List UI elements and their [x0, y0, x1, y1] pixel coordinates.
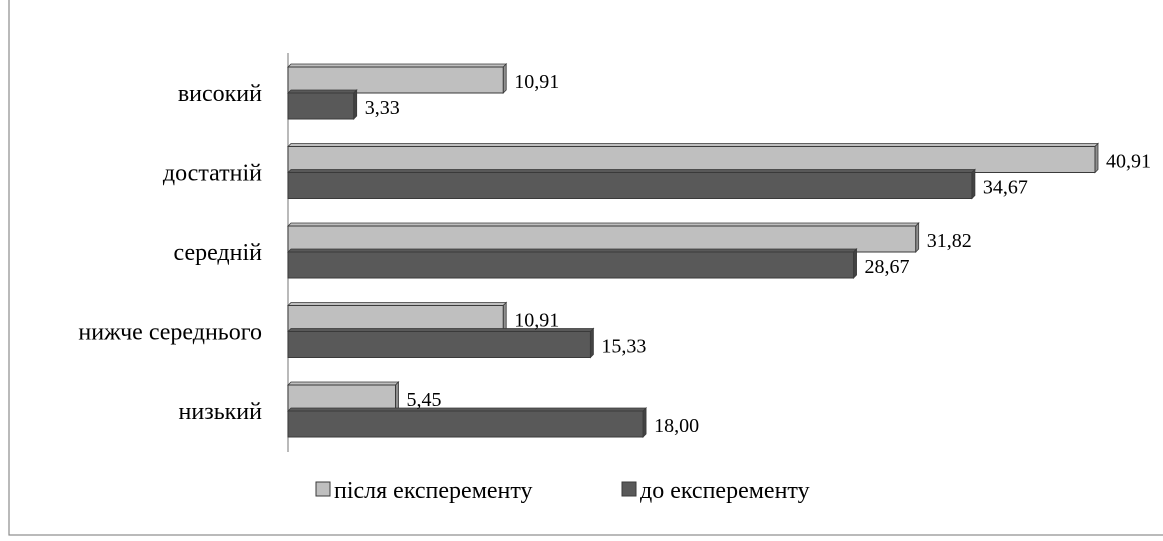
data-label: 10,91 [514, 310, 559, 332]
data-label: 31,82 [927, 230, 972, 252]
legend-label-before: до експеременту [640, 478, 810, 504]
data-label: 5,45 [407, 389, 442, 411]
category-label: достатній [163, 161, 262, 187]
category-label: нижче середнього [78, 320, 262, 346]
legend-swatch-before [621, 481, 637, 497]
data-label: 28,67 [865, 256, 910, 278]
data-label: 10,91 [514, 71, 559, 93]
data-label: 15,33 [601, 336, 646, 358]
category-label: середній [174, 240, 263, 266]
bar-before-experiment [287, 92, 355, 120]
category-label: низький [179, 399, 263, 425]
chart-frame [8, 0, 1163, 536]
bar-before-experiment [287, 410, 644, 438]
bar-before-experiment [287, 251, 855, 279]
bar-after-experiment [287, 66, 504, 94]
data-label: 3,33 [365, 97, 400, 119]
data-label: 18,00 [654, 415, 699, 437]
data-label: 34,67 [983, 177, 1028, 199]
data-label: 40,91 [1106, 151, 1151, 173]
bar-after-experiment [287, 384, 397, 412]
bar-before-experiment [287, 331, 591, 358]
bar-after-experiment [287, 146, 1096, 173]
legend-swatch-after [315, 481, 331, 497]
legend-label-after: після експеременту [334, 478, 533, 504]
category-label: високий [178, 81, 262, 107]
bar-after-experiment [287, 225, 917, 253]
bar-before-experiment [287, 172, 973, 199]
bar-after-experiment [287, 305, 504, 332]
